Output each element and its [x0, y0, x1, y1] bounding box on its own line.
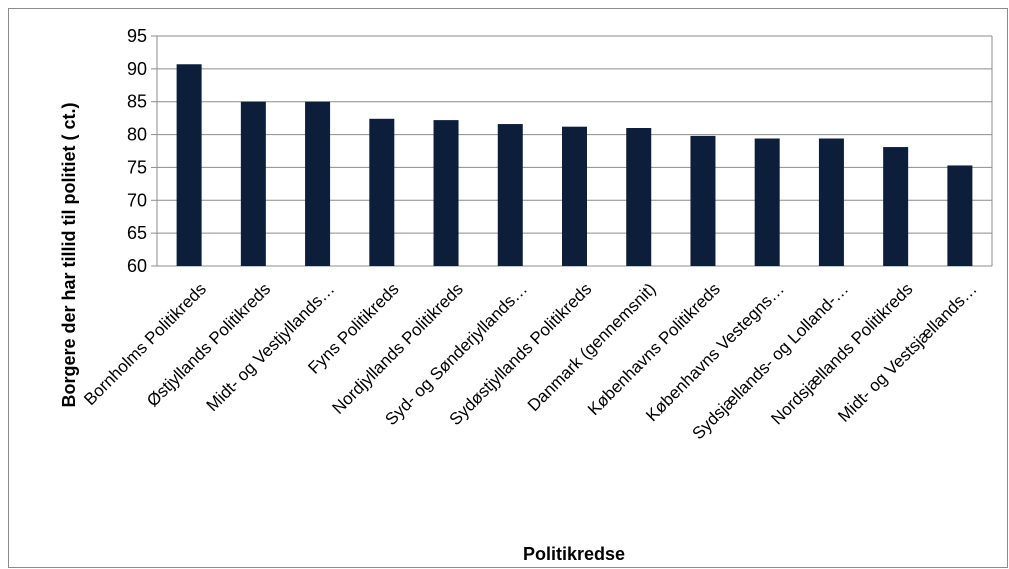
- bar-1: [240, 101, 266, 266]
- y-tick-labels: 60 65 70 75 80 85 90 95: [127, 26, 147, 276]
- x-category-label: Bornholms Politikreds: [80, 279, 210, 409]
- x-category-label: Midt- og Vestjyllands…: [203, 279, 339, 415]
- bar-6: [562, 126, 587, 266]
- bar-0: [176, 64, 202, 266]
- x-category-label: Københavns Politikreds: [584, 279, 724, 419]
- y-tick-label: 60: [127, 256, 147, 276]
- x-category-label: Østjyllands Politikreds: [143, 279, 274, 410]
- y-tick-label: 70: [127, 190, 147, 210]
- y-tick-label: 95: [127, 26, 147, 46]
- bars: [176, 64, 973, 266]
- y-axis-title: Borgere der har tillid til politiet ( ct…: [59, 102, 79, 407]
- y-tick-label: 90: [127, 59, 147, 79]
- bar-2: [305, 101, 331, 266]
- x-axis-title: Politikredse: [523, 544, 625, 564]
- bar-11: [883, 147, 909, 266]
- y-tick-label: 65: [127, 223, 147, 243]
- bar-9: [754, 138, 780, 266]
- y-tick-label: 85: [127, 92, 147, 112]
- bar-12: [947, 165, 973, 266]
- y-tick-label: 80: [127, 125, 147, 145]
- bar-10: [818, 138, 844, 266]
- bar-5: [497, 124, 523, 266]
- bar-7: [626, 128, 652, 266]
- bar-8: [690, 135, 716, 266]
- x-category-label: Nordjyllands Politikreds: [328, 279, 466, 417]
- bar-3: [369, 118, 395, 266]
- y-tick-label: 75: [127, 157, 147, 177]
- x-category-label: Danmark (gennemsnit): [524, 279, 660, 415]
- bar-4: [433, 120, 459, 266]
